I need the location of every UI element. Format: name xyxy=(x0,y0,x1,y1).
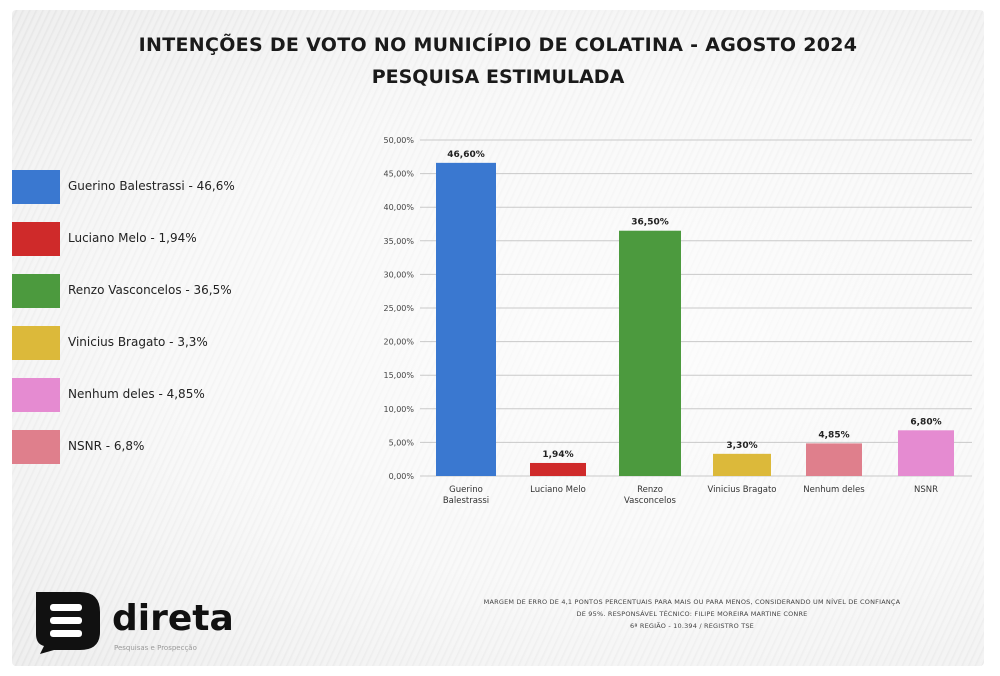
bar-chart: 0,00% 5,00% 10,00% 15,00% 20,00% 25,00% 30,00%… xyxy=(12,10,984,570)
logo-tagline: Pesquisas e Prospecção xyxy=(114,644,197,652)
bar xyxy=(806,443,862,476)
bar xyxy=(713,454,771,476)
footer-registry-line: 6ª REGIÃO - 10.394 / REGISTRO TSE xyxy=(412,622,972,630)
footer-responsible-line: DE 95%. RESPONSÁVEL TÉCNICO: FILIPE MORE… xyxy=(412,610,972,618)
x-tick-label: Nenhum deles xyxy=(803,485,865,495)
y-tick-label: 0,00% xyxy=(389,472,415,481)
y-tick-label: 20,00% xyxy=(383,338,414,347)
x-tick-label: Balestrassi xyxy=(443,496,489,506)
data-label: 1,94% xyxy=(542,450,573,460)
x-tick-label: Renzo xyxy=(637,485,663,495)
y-tick-label: 5,00% xyxy=(389,438,415,447)
data-label: 46,60% xyxy=(447,150,485,160)
x-tick-label: NSNR xyxy=(914,485,938,495)
data-label: 36,50% xyxy=(631,218,669,228)
bar xyxy=(619,231,681,476)
data-label: 6,80% xyxy=(910,417,941,427)
footer-margin-line: MARGEM DE ERRO DE 4,1 PONTOS PERCENTUAIS… xyxy=(412,598,972,606)
x-tick-label: Luciano Melo xyxy=(530,485,586,495)
y-tick-label: 45,00% xyxy=(383,170,414,179)
projected-slide: INTENÇÕES DE VOTO NO MUNICÍPIO DE COLATI… xyxy=(12,10,984,666)
y-tick-label: 10,00% xyxy=(383,405,414,414)
logo: direta Pesquisas e Prospecção xyxy=(30,588,270,658)
data-label: 4,85% xyxy=(818,430,849,440)
x-tick-label: Guerino xyxy=(449,485,483,495)
bar xyxy=(898,430,954,476)
y-tick-label: 15,00% xyxy=(383,371,414,380)
logo-wordmark: direta xyxy=(112,598,234,639)
bar xyxy=(530,463,586,476)
y-tick-label: 40,00% xyxy=(383,203,414,212)
x-tick-label: Vinicius Bragato xyxy=(708,485,777,495)
data-label: 3,30% xyxy=(726,441,757,451)
y-tick-label: 35,00% xyxy=(383,237,414,246)
bar xyxy=(436,163,496,476)
y-tick-label: 25,00% xyxy=(383,304,414,313)
x-tick-label: Vasconcelos xyxy=(624,496,677,506)
logo-mark-icon xyxy=(30,588,106,656)
y-tick-label: 30,00% xyxy=(383,270,414,279)
y-tick-label: 50,00% xyxy=(383,136,414,145)
